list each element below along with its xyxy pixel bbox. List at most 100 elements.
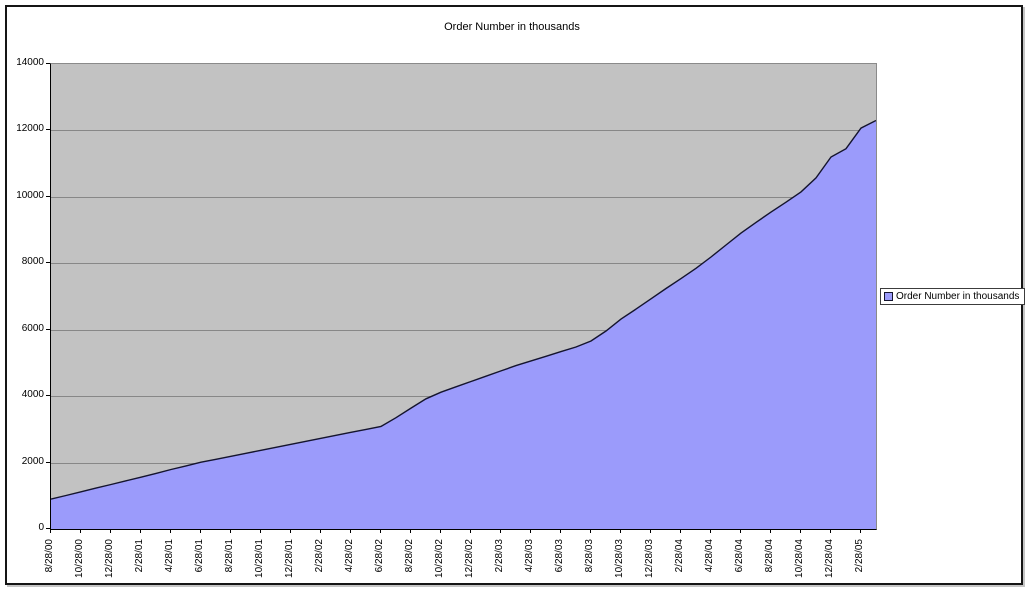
x-axis-tick bbox=[320, 529, 321, 533]
x-axis-label-text: 8/28/02 bbox=[404, 539, 415, 573]
y-axis-tick bbox=[46, 196, 50, 197]
x-axis-label-text: 6/28/01 bbox=[194, 539, 205, 573]
y-axis-tick bbox=[46, 395, 50, 396]
x-axis-label-text: 6/28/04 bbox=[734, 539, 745, 573]
x-axis-label: 6/28/02 bbox=[374, 534, 386, 594]
x-axis-tick bbox=[560, 529, 561, 533]
series-line bbox=[51, 119, 876, 500]
x-axis-tick bbox=[800, 529, 801, 533]
x-axis-label: 2/28/02 bbox=[314, 534, 326, 594]
x-axis-label-text: 10/28/04 bbox=[794, 539, 805, 578]
y-axis-label: 14000 bbox=[16, 57, 44, 68]
series-area bbox=[51, 120, 876, 529]
x-axis-label: 10/28/04 bbox=[794, 534, 806, 594]
x-axis-label-text: 6/28/02 bbox=[374, 539, 385, 573]
x-axis-tick bbox=[440, 529, 441, 533]
x-axis-label: 12/28/03 bbox=[644, 534, 656, 594]
x-axis-label: 8/28/02 bbox=[404, 534, 416, 594]
x-axis-label: 2/28/04 bbox=[674, 534, 686, 594]
x-axis-label: 10/28/03 bbox=[614, 534, 626, 594]
x-axis-label-text: 8/28/04 bbox=[764, 539, 775, 573]
y-axis-label: 10000 bbox=[16, 189, 44, 201]
y-axis-label: 6000 bbox=[21, 322, 44, 334]
x-axis-tick bbox=[740, 529, 741, 533]
x-axis-label: 8/28/03 bbox=[584, 534, 596, 594]
x-axis-label: 6/28/04 bbox=[734, 534, 746, 594]
x-axis-label: 10/28/02 bbox=[434, 534, 446, 594]
y-axis-tick bbox=[46, 63, 50, 64]
x-axis-label-text: 8/28/03 bbox=[584, 539, 595, 573]
x-axis-label: 10/28/00 bbox=[74, 534, 86, 594]
area-chart-canvas bbox=[51, 119, 876, 529]
x-axis-tick bbox=[50, 529, 51, 533]
x-axis-label: 2/28/05 bbox=[854, 534, 866, 594]
x-axis-label-text: 12/28/01 bbox=[284, 539, 295, 578]
x-axis-label: 12/28/02 bbox=[464, 534, 476, 594]
x-axis-label: 4/28/01 bbox=[164, 534, 176, 594]
x-axis-label-text: 8/28/00 bbox=[44, 539, 55, 573]
legend-series-marker-icon bbox=[884, 292, 893, 301]
x-axis-label: 8/28/01 bbox=[224, 534, 236, 594]
y-axis-label: 2000 bbox=[21, 455, 44, 467]
y-axis-label: 0 bbox=[38, 522, 44, 533]
x-axis-label-text: 4/28/04 bbox=[704, 539, 715, 573]
x-axis-label: 2/28/01 bbox=[134, 534, 146, 594]
x-axis-label: 10/28/01 bbox=[254, 534, 266, 594]
x-axis-tick bbox=[500, 529, 501, 533]
x-axis-label-text: 2/28/01 bbox=[134, 539, 145, 573]
x-axis-tick bbox=[830, 529, 831, 533]
x-axis-label-text: 8/28/01 bbox=[224, 539, 235, 573]
x-axis-tick bbox=[170, 529, 171, 533]
x-axis-label-text: 10/28/03 bbox=[614, 539, 625, 578]
x-axis-label: 4/28/04 bbox=[704, 534, 716, 594]
x-axis-label: 12/28/00 bbox=[104, 534, 116, 594]
x-axis-label-text: 4/28/02 bbox=[344, 539, 355, 573]
x-axis-tick bbox=[710, 529, 711, 533]
x-axis-label: 4/28/02 bbox=[344, 534, 356, 594]
x-axis-label-text: 2/28/03 bbox=[494, 539, 505, 573]
x-axis-tick bbox=[650, 529, 651, 533]
x-axis-tick bbox=[590, 529, 591, 533]
x-axis-tick bbox=[260, 529, 261, 533]
x-axis-label: 8/28/00 bbox=[44, 534, 56, 594]
x-axis-tick bbox=[530, 529, 531, 533]
legend: Order Number in thousands bbox=[880, 288, 1026, 305]
x-axis-label-text: 2/28/04 bbox=[674, 539, 685, 573]
x-axis-tick bbox=[470, 529, 471, 533]
chart-title: Order Number in thousands bbox=[444, 21, 580, 33]
y-axis-label: 8000 bbox=[21, 256, 44, 268]
x-axis-tick bbox=[80, 529, 81, 533]
x-axis-tick bbox=[350, 529, 351, 533]
y-axis-label: 4000 bbox=[21, 389, 44, 401]
y-axis-label: 12000 bbox=[16, 123, 44, 135]
x-axis-tick bbox=[860, 529, 861, 533]
y-axis-tick bbox=[46, 462, 50, 463]
x-axis-label-text: 10/28/02 bbox=[434, 539, 445, 578]
x-axis-tick bbox=[140, 529, 141, 533]
y-axis-tick bbox=[46, 262, 50, 263]
x-axis-label-text: 12/28/00 bbox=[104, 539, 115, 578]
x-axis-tick bbox=[770, 529, 771, 533]
y-axis-tick bbox=[46, 129, 50, 130]
x-axis-tick bbox=[410, 529, 411, 533]
x-axis-label-text: 10/28/00 bbox=[74, 539, 85, 578]
plot-area bbox=[50, 63, 877, 530]
x-axis-label: 12/28/01 bbox=[284, 534, 296, 594]
x-axis-label: 6/28/03 bbox=[554, 534, 566, 594]
x-axis-label-text: 2/28/05 bbox=[854, 539, 865, 573]
x-axis-label: 8/28/04 bbox=[764, 534, 776, 594]
legend-series-label: Order Number in thousands bbox=[896, 291, 1020, 302]
x-axis-tick bbox=[620, 529, 621, 533]
x-axis-tick bbox=[230, 529, 231, 533]
x-axis-label-text: 6/28/03 bbox=[554, 539, 565, 573]
x-axis-label-text: 12/28/02 bbox=[464, 539, 475, 578]
x-axis-tick bbox=[200, 529, 201, 533]
x-axis-label-text: 4/28/01 bbox=[164, 539, 175, 573]
x-axis-label-text: 10/28/01 bbox=[254, 539, 265, 578]
y-axis-tick bbox=[46, 528, 50, 529]
x-axis-tick bbox=[380, 529, 381, 533]
x-axis-label-text: 4/28/03 bbox=[524, 539, 535, 573]
y-axis-tick bbox=[46, 329, 50, 330]
x-axis-label: 6/28/01 bbox=[194, 534, 206, 594]
